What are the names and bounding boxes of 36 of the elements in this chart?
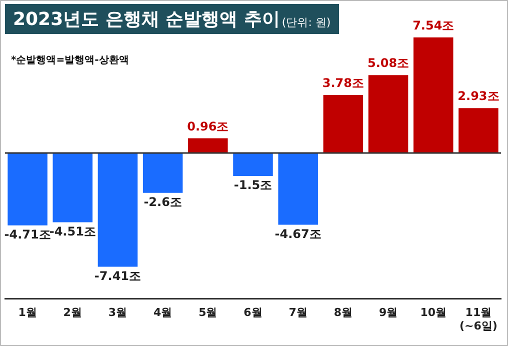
data-label: -4.67조 bbox=[274, 226, 322, 241]
bar bbox=[458, 108, 498, 154]
bar bbox=[413, 37, 454, 154]
x-tick-label: 3월 bbox=[108, 306, 128, 320]
data-label: -7.41조 bbox=[94, 268, 142, 283]
chart-title: 2023년도 은행채 순발행액 추이 bbox=[13, 8, 280, 31]
x-tick-label: 11월 (~6일) bbox=[459, 306, 498, 332]
bar bbox=[278, 153, 318, 225]
annotation: *순발행액=발행액-상환액 bbox=[11, 54, 129, 67]
data-label: 0.96조 bbox=[187, 119, 229, 134]
x-tick-label: 5월 bbox=[198, 306, 218, 320]
data-label: 3.78조 bbox=[322, 76, 364, 90]
bar bbox=[8, 153, 48, 226]
data-label: -2.6조 bbox=[144, 195, 182, 210]
x-tick-label: 2월 bbox=[63, 306, 82, 320]
data-label: 7.54조 bbox=[412, 18, 454, 32]
data-label: 5.08조 bbox=[367, 56, 410, 70]
data-label: 2.93조 bbox=[458, 89, 500, 104]
data-label: -4.71조 bbox=[4, 227, 51, 242]
bar bbox=[142, 153, 183, 193]
x-tick-label: 6월 bbox=[244, 306, 262, 320]
bar bbox=[98, 153, 138, 267]
chart-subtitle: (단위: 원) bbox=[282, 14, 331, 30]
data-label: -1.5조 bbox=[234, 178, 272, 192]
bar bbox=[323, 95, 364, 154]
data-label: -4.51조 bbox=[49, 224, 96, 238]
x-tick-label: 10월 bbox=[420, 306, 447, 320]
x-tick-label: 4월 bbox=[153, 306, 172, 320]
bar bbox=[368, 75, 408, 154]
x-tick-label: 8월 bbox=[334, 306, 353, 320]
bar bbox=[188, 138, 228, 154]
x-tick-label: 7월 bbox=[288, 306, 308, 320]
bar bbox=[52, 153, 93, 222]
x-tick-label: 9월 bbox=[378, 306, 398, 320]
bar bbox=[233, 153, 273, 176]
x-tick-label: 1월 bbox=[18, 306, 37, 320]
